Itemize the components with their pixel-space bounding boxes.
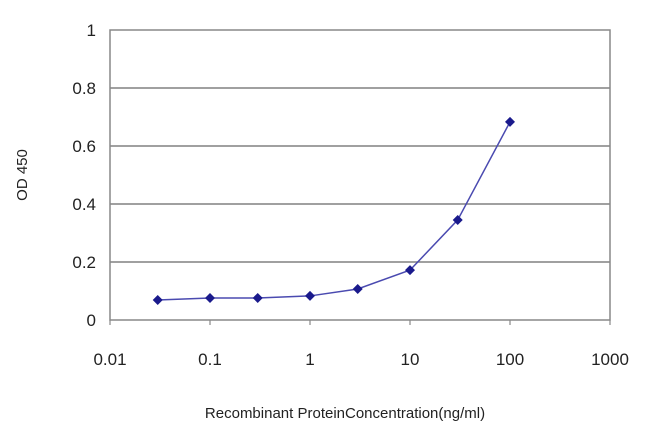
data-point bbox=[305, 290, 315, 301]
x-tick-label: 100 bbox=[496, 350, 524, 369]
plot-area-border bbox=[109, 29, 611, 321]
y-tick-label: 0.8 bbox=[72, 79, 96, 98]
x-tick-label: 1000 bbox=[591, 350, 629, 369]
gridlines bbox=[110, 87, 610, 263]
data-point bbox=[152, 294, 163, 305]
y-tick-label: 0.6 bbox=[72, 137, 96, 156]
x-tick-label: 0.1 bbox=[198, 350, 222, 369]
data-point bbox=[452, 214, 463, 225]
series-od450 bbox=[152, 116, 515, 305]
data-point bbox=[205, 292, 215, 303]
data-point bbox=[405, 265, 415, 276]
x-tick-label: 10 bbox=[401, 350, 420, 369]
y-tick-label: 1 bbox=[87, 21, 96, 40]
x-tick-label: 0.01 bbox=[93, 350, 126, 369]
data-point bbox=[252, 292, 263, 303]
y-tick-label: 0.4 bbox=[72, 195, 96, 214]
series-line bbox=[157, 121, 511, 301]
x-tick-label: 1 bbox=[305, 350, 314, 369]
data-point bbox=[352, 283, 363, 294]
y-tick-label: 0 bbox=[87, 311, 96, 330]
y-tick-label: 0.2 bbox=[72, 253, 96, 272]
x-axis-label: Recombinant ProteinConcentration(ng/ml) bbox=[205, 405, 485, 422]
y-axis-label: OD 450 bbox=[14, 149, 31, 201]
data-point bbox=[505, 116, 515, 127]
x-tick-labels: 0.01 0.1 1 10 100 1000 bbox=[93, 320, 629, 369]
y-tick-labels: 0 0.2 0.4 0.6 0.8 1 bbox=[72, 21, 96, 330]
